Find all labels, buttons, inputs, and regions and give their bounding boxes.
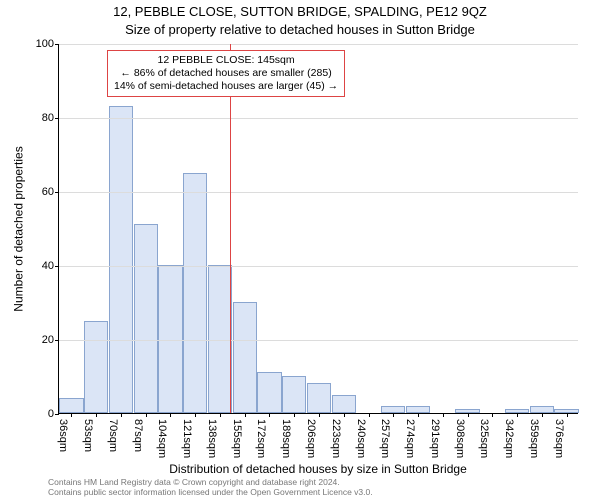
xtick-mark <box>393 413 394 417</box>
xtick-label: 121sqm <box>181 419 193 458</box>
histogram-bar <box>233 302 257 413</box>
histogram-bar <box>84 321 108 414</box>
ytick-label: 80 <box>42 112 59 124</box>
histogram-bar <box>158 265 182 413</box>
xtick-mark <box>294 413 295 417</box>
histogram-bar <box>109 106 133 413</box>
xtick-label: 308sqm <box>454 419 466 458</box>
histogram-bar <box>530 406 554 413</box>
annotation-line-2: ← 86% of detached houses are smaller (28… <box>114 67 338 80</box>
xtick-mark <box>344 413 345 417</box>
xtick-label: 206sqm <box>305 419 317 458</box>
histogram-bar <box>406 406 430 413</box>
histogram-bar <box>307 383 331 413</box>
xtick-label: 87sqm <box>132 419 144 452</box>
ytick-label: 60 <box>42 186 59 198</box>
xtick-mark <box>369 413 370 417</box>
xtick-mark <box>245 413 246 417</box>
xtick-mark <box>443 413 444 417</box>
xtick-label: 53sqm <box>82 419 94 452</box>
xtick-label: 70sqm <box>107 419 119 452</box>
annotation-line-1: 12 PEBBLE CLOSE: 145sqm <box>114 54 338 67</box>
page-title-line1: 12, PEBBLE CLOSE, SUTTON BRIDGE, SPALDIN… <box>0 4 600 19</box>
xtick-mark <box>71 413 72 417</box>
histogram-bar <box>134 224 158 413</box>
xtick-label: 291sqm <box>429 419 441 458</box>
xtick-label: 189sqm <box>280 419 292 458</box>
xtick-label: 172sqm <box>255 419 267 458</box>
marker-line <box>230 44 231 413</box>
xtick-label: 240sqm <box>355 419 367 458</box>
xtick-label: 342sqm <box>503 419 515 458</box>
histogram-bar <box>59 398 83 413</box>
chart-plot-area: 02040608010036sqm53sqm70sqm87sqm104sqm12… <box>58 44 578 414</box>
xtick-mark <box>170 413 171 417</box>
xtick-mark <box>195 413 196 417</box>
xtick-mark <box>96 413 97 417</box>
xtick-label: 257sqm <box>379 419 391 458</box>
xtick-label: 376sqm <box>553 419 565 458</box>
histogram-bar <box>282 376 306 413</box>
page-title-line2: Size of property relative to detached ho… <box>0 22 600 37</box>
xtick-label: 274sqm <box>404 419 416 458</box>
gridline-h <box>59 44 578 45</box>
xtick-mark <box>146 413 147 417</box>
xtick-mark <box>567 413 568 417</box>
xtick-label: 155sqm <box>231 419 243 458</box>
gridline-h <box>59 266 578 267</box>
xtick-label: 325sqm <box>478 419 490 458</box>
xtick-mark <box>517 413 518 417</box>
gridline-h <box>59 192 578 193</box>
gridline-h <box>59 340 578 341</box>
xtick-mark <box>269 413 270 417</box>
xtick-mark <box>542 413 543 417</box>
annotation-line-3: 14% of semi-detached houses are larger (… <box>114 80 338 93</box>
xtick-mark <box>121 413 122 417</box>
histogram-bar <box>183 173 207 414</box>
histogram-bar <box>332 395 356 414</box>
ytick-label: 100 <box>36 38 59 50</box>
ytick-label: 20 <box>42 334 59 346</box>
xtick-mark <box>418 413 419 417</box>
footer-line-2: Contains public sector information licen… <box>48 488 373 498</box>
xtick-mark <box>319 413 320 417</box>
xtick-label: 138sqm <box>206 419 218 458</box>
xtick-label: 104sqm <box>156 419 168 458</box>
ytick-label: 40 <box>42 260 59 272</box>
histogram-bar <box>208 265 232 413</box>
histogram-bar <box>381 406 405 413</box>
xtick-mark <box>492 413 493 417</box>
xtick-label: 359sqm <box>528 419 540 458</box>
footer-attribution: Contains HM Land Registry data © Crown c… <box>48 478 373 498</box>
gridline-h <box>59 118 578 119</box>
xtick-label: 223sqm <box>330 419 342 458</box>
xtick-label: 36sqm <box>57 419 69 452</box>
xtick-mark <box>220 413 221 417</box>
annotation-box: 12 PEBBLE CLOSE: 145sqm← 86% of detached… <box>107 50 345 97</box>
bars-layer <box>59 44 578 413</box>
histogram-bar <box>257 372 281 413</box>
xtick-mark <box>468 413 469 417</box>
y-axis-label: Number of detached properties <box>12 44 26 414</box>
x-axis-label: Distribution of detached houses by size … <box>58 462 578 476</box>
